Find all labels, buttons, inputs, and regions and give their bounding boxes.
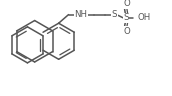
Text: NH: NH	[74, 10, 87, 19]
Text: S: S	[123, 13, 129, 22]
Text: O: O	[123, 27, 130, 36]
Text: S: S	[112, 10, 117, 19]
Text: O: O	[123, 0, 130, 8]
Text: OH: OH	[137, 13, 151, 22]
